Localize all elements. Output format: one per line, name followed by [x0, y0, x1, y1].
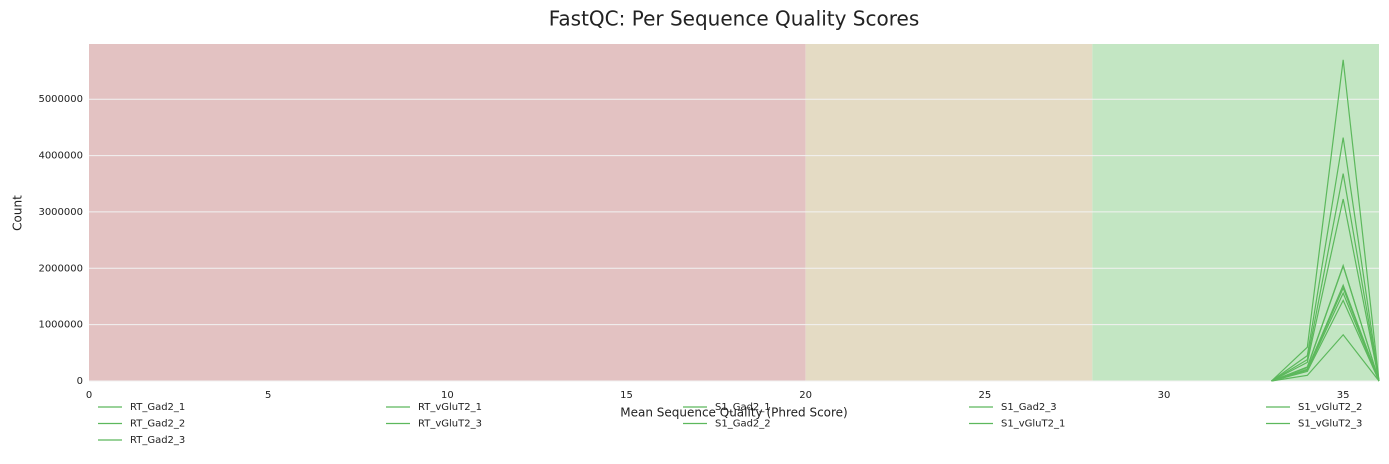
y-tick-label: 1000000 — [38, 320, 83, 331]
series-line — [1271, 198, 1380, 382]
legend-label: RT_vGluT2_3 — [418, 419, 482, 430]
legend-label: S1_vGluT2_2 — [1298, 402, 1362, 413]
series-line — [1271, 173, 1380, 382]
legend-label: S1_vGluT2_1 — [1001, 419, 1065, 430]
series-line — [1271, 137, 1380, 382]
series-line — [1271, 264, 1380, 382]
legend-label: S1_Gad2_2 — [715, 419, 771, 430]
x-tick-label: 15 — [620, 390, 633, 401]
x-axis-label: Mean Sequence Quality (Phred Score) — [620, 406, 848, 420]
y-tick-label: 4000000 — [38, 151, 83, 162]
legend-label: S1_vGluT2_3 — [1298, 419, 1362, 430]
x-tick-label: 0 — [86, 390, 92, 401]
x-tick-label: 25 — [978, 390, 991, 401]
x-tick-label: 20 — [799, 390, 812, 401]
y-axis-label: Count — [11, 195, 25, 231]
x-tick-label: 5 — [265, 390, 271, 401]
x-tick-label: 30 — [1158, 390, 1171, 401]
legend-label: RT_Gad2_3 — [130, 435, 185, 446]
y-tick-label: 0 — [77, 376, 83, 387]
series-line — [1271, 299, 1380, 382]
quality-band — [805, 44, 1093, 381]
legend-label: S1_Gad2_3 — [1001, 402, 1057, 413]
chart-title: FastQC: Per Sequence Quality Scores — [549, 7, 920, 31]
legend-label: RT_vGluT2_1 — [418, 402, 482, 413]
legend-label: RT_Gad2_2 — [130, 419, 185, 430]
y-tick-label: 3000000 — [38, 207, 83, 218]
series-line — [1271, 59, 1380, 382]
legend-label: RT_Gad2_1 — [130, 402, 185, 413]
legend-label: S1_Gad2_1 — [715, 402, 771, 413]
y-tick-label: 5000000 — [38, 94, 83, 105]
series-line — [1271, 333, 1380, 382]
quality-band — [89, 44, 806, 381]
y-tick-label: 2000000 — [38, 263, 83, 274]
x-tick-label: 35 — [1337, 390, 1350, 401]
x-tick-label: 10 — [441, 390, 454, 401]
